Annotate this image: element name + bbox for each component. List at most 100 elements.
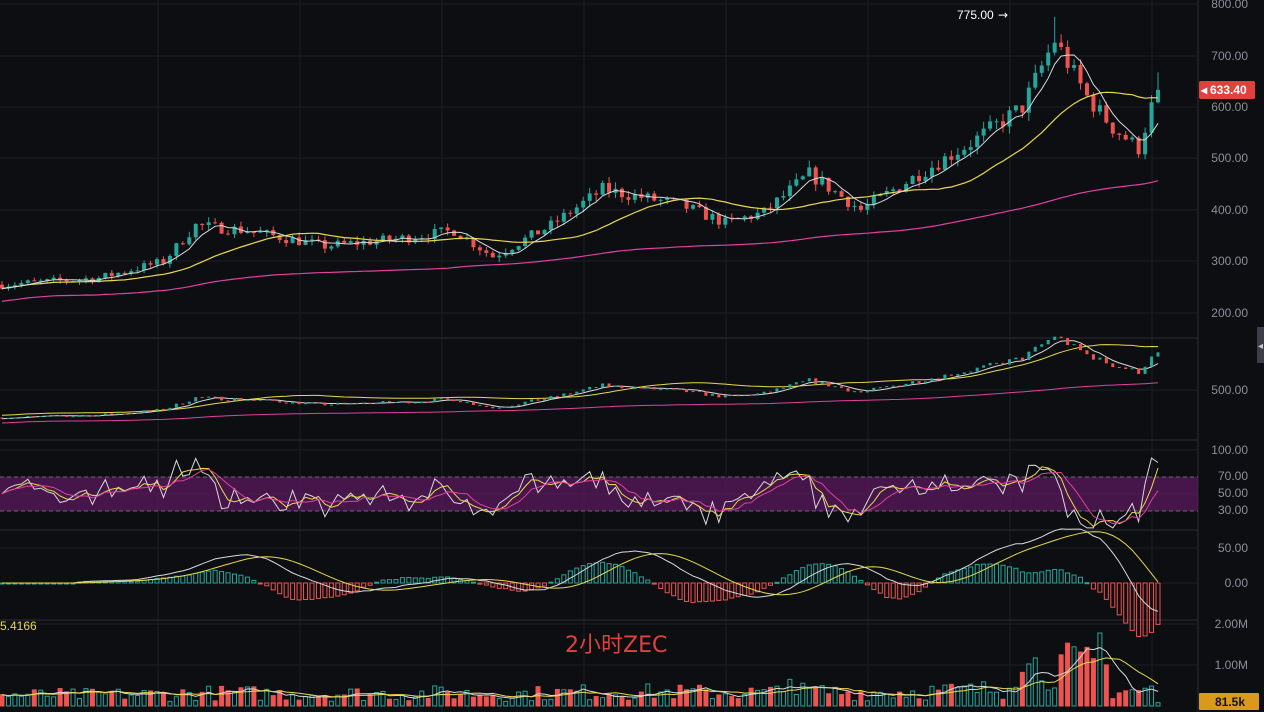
volume-bar <box>929 685 935 707</box>
macd-bar <box>813 563 819 584</box>
indicator-candle <box>962 372 966 375</box>
macd-pane[interactable] <box>0 528 1161 638</box>
volume-bar <box>625 699 631 707</box>
indicator-candle <box>672 388 676 390</box>
candle-body <box>342 240 347 243</box>
macd-bar <box>910 582 916 595</box>
indicator-candle <box>601 383 605 388</box>
volume-ma-line-2 <box>1 657 1159 698</box>
macd-bar <box>296 582 302 601</box>
indicator-candle <box>1001 362 1005 365</box>
candle-body <box>742 216 747 219</box>
high-marker-arrow-icon: → <box>998 8 1008 22</box>
volume-bar <box>1155 702 1161 707</box>
indicator-candle <box>161 408 165 411</box>
indicator-candle <box>549 396 553 400</box>
indicator-candle <box>788 384 792 388</box>
indicator-candle <box>142 410 146 413</box>
indicator-pane[interactable] <box>0 336 1160 424</box>
ma-long-line <box>1 180 1159 302</box>
indicator-candle <box>536 399 540 401</box>
volume-bar <box>386 698 392 707</box>
volume-pane[interactable] <box>0 632 1161 707</box>
macd-bar <box>406 576 412 584</box>
candle-body <box>762 207 767 213</box>
candle-body <box>1130 137 1135 140</box>
collapse-handle[interactable]: ◂ <box>1257 327 1264 363</box>
indicator-candle <box>65 415 69 417</box>
macd-bar <box>955 569 961 584</box>
volume-bar <box>910 690 916 707</box>
candle-body <box>206 222 211 226</box>
indicator-candle <box>342 402 346 404</box>
indicator-candle <box>252 399 256 401</box>
volume-bar <box>574 690 580 707</box>
macd-bar <box>884 582 890 599</box>
macd-bar <box>722 582 728 601</box>
indicator-candle <box>1130 368 1134 370</box>
indicator-candle <box>446 398 450 400</box>
indicator-candle <box>1104 357 1108 364</box>
indicator-candle <box>781 387 785 389</box>
macd-bar <box>1110 582 1116 608</box>
axis-tick-label: 500.00 <box>1211 151 1248 165</box>
candle-body <box>1117 133 1122 135</box>
macd-bar <box>871 582 877 591</box>
macd-bar <box>270 582 276 591</box>
indicator-candle <box>943 374 947 380</box>
rsi-pane[interactable] <box>0 457 1198 529</box>
indicator-candle <box>1091 354 1095 360</box>
candle-body <box>1143 132 1148 155</box>
volume-bar <box>858 691 864 707</box>
indicator-candle <box>232 398 236 401</box>
macd-bar <box>1013 567 1019 584</box>
candle-body <box>949 156 954 160</box>
volume-bar <box>981 681 987 707</box>
volume-bar <box>470 696 476 707</box>
volume-bar <box>987 691 993 707</box>
macd-bar <box>716 582 722 601</box>
volume-bar <box>755 689 761 707</box>
candle-body <box>1149 102 1154 133</box>
macd-bar <box>645 579 651 584</box>
candle-body <box>1065 46 1070 68</box>
macd-bar <box>948 571 954 584</box>
indicator-candle <box>323 402 327 406</box>
indicator-candle <box>316 402 320 404</box>
candle-body <box>64 280 69 282</box>
macd-bar <box>684 582 690 602</box>
candle-body <box>264 230 269 232</box>
price-pane[interactable] <box>0 16 1160 302</box>
volume-bar <box>109 692 115 707</box>
indicator-candle <box>840 386 844 389</box>
candle-body <box>555 220 560 222</box>
volume-bar <box>89 688 95 707</box>
price-axis[interactable]: 800.00 700.00 600.00 500.00 400.00 300.00 200.… <box>1211 0 1248 672</box>
macd-bar <box>961 567 967 584</box>
volume-bar <box>445 691 451 707</box>
volume-bar <box>567 689 573 707</box>
indicator-candle <box>407 401 411 404</box>
candle-body <box>981 128 986 136</box>
volume-bar <box>974 691 980 707</box>
candle-body <box>587 193 592 201</box>
candle-body <box>161 259 166 264</box>
indicator-candle <box>736 395 740 397</box>
macd-bar <box>897 582 903 600</box>
volume-bar <box>606 693 612 707</box>
svg-text:81.5k: 81.5k <box>1215 695 1245 709</box>
candle-body <box>406 235 411 243</box>
indicator-candle <box>510 405 514 407</box>
indicator-candle <box>982 365 986 368</box>
macd-bar <box>619 566 625 584</box>
volume-bar <box>1123 690 1129 707</box>
candle-body <box>619 188 624 198</box>
indicator-candle <box>200 397 204 399</box>
macd-bar <box>729 582 735 599</box>
macd-bar <box>696 582 702 603</box>
indicator-candle <box>1156 352 1160 357</box>
volume-bar <box>522 690 528 707</box>
candle-body <box>729 217 734 219</box>
indicator-candle <box>329 404 333 406</box>
